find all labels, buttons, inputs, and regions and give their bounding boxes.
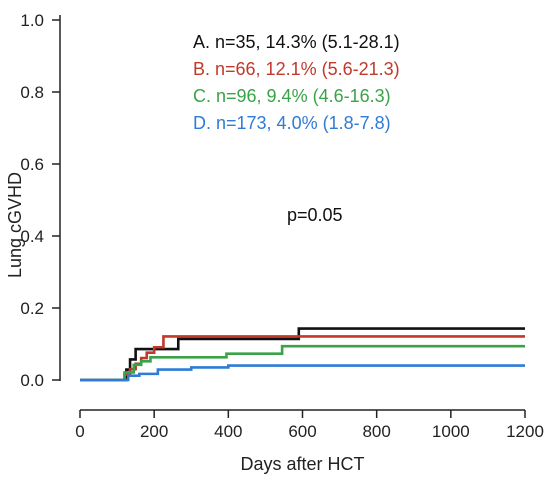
legend-entry-d: D. n=173, 4.0% (1.8-7.8) (193, 113, 391, 133)
x-axis-title: Days after HCT (240, 454, 364, 474)
series-line-d (80, 364, 525, 382)
p-value-annotation: p=0.05 (287, 205, 343, 225)
legend: A. n=35, 14.3% (5.1-28.1) B. n=66, 12.1% … (193, 32, 400, 133)
x-tick-label: 1200 (506, 422, 544, 441)
y-tick-label: 0.8 (20, 83, 44, 102)
legend-entry-c: C. n=96, 9.4% (4.6-16.3) (193, 86, 391, 106)
series-line-c (80, 344, 525, 382)
y-tick-label: 0.2 (20, 299, 44, 318)
y-tick-label: 0.6 (20, 155, 44, 174)
legend-entry-a: A. n=35, 14.3% (5.1-28.1) (193, 32, 400, 52)
y-tick-label: 0.4 (20, 227, 44, 246)
curves (80, 327, 525, 382)
x-tick-label: 1000 (432, 422, 470, 441)
legend-entry-b: B. n=66, 12.1% (5.6-21.3) (193, 59, 400, 79)
x-tick-label: 800 (362, 422, 390, 441)
x-tick-label: 200 (140, 422, 168, 441)
series-line-a (80, 327, 525, 382)
axes: 0.0 0.2 0.4 0.6 0.8 1.0 0 200 400 600 800 1000 1200 (20, 11, 544, 441)
x-tick-label: 400 (214, 422, 242, 441)
y-tick-label: 1.0 (20, 11, 44, 30)
y-tick-label: 0.0 (20, 371, 44, 390)
y-axis-title: Lung cGVHD (5, 172, 25, 278)
x-tick-label: 600 (288, 422, 316, 441)
x-tick-label: 0 (75, 422, 84, 441)
